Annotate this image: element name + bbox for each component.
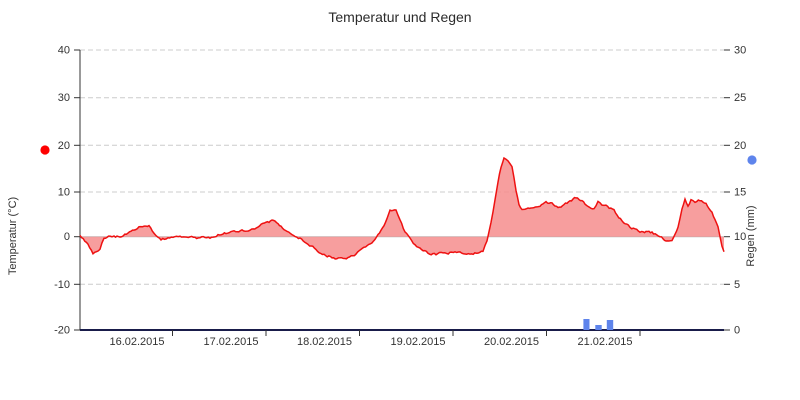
svg-text:30: 30 [58,92,70,104]
svg-text:Temperatur (°C): Temperatur (°C) [7,197,19,275]
svg-text:20: 20 [734,140,746,152]
svg-text:16.02.2015: 16.02.2015 [109,336,164,348]
svg-text:18.02.2015: 18.02.2015 [297,336,352,348]
svg-text:-20: -20 [54,325,70,337]
svg-text:0: 0 [734,325,740,337]
svg-text:20: 20 [58,140,70,152]
svg-text:19.02.2015: 19.02.2015 [390,336,445,348]
svg-text:40: 40 [58,45,70,57]
svg-text:17.02.2015: 17.02.2015 [203,336,258,348]
svg-text:10: 10 [58,187,70,199]
svg-text:15: 15 [734,187,746,199]
svg-text:-10: -10 [54,279,70,291]
svg-text:20.02.2015: 20.02.2015 [484,336,539,348]
svg-text:0: 0 [64,231,70,243]
svg-text:21.02.2015: 21.02.2015 [577,336,632,348]
svg-text:5: 5 [734,279,740,291]
svg-text:Regen (mm): Regen (mm) [745,205,757,266]
svg-text:25: 25 [734,92,746,104]
svg-text:30: 30 [734,45,746,57]
